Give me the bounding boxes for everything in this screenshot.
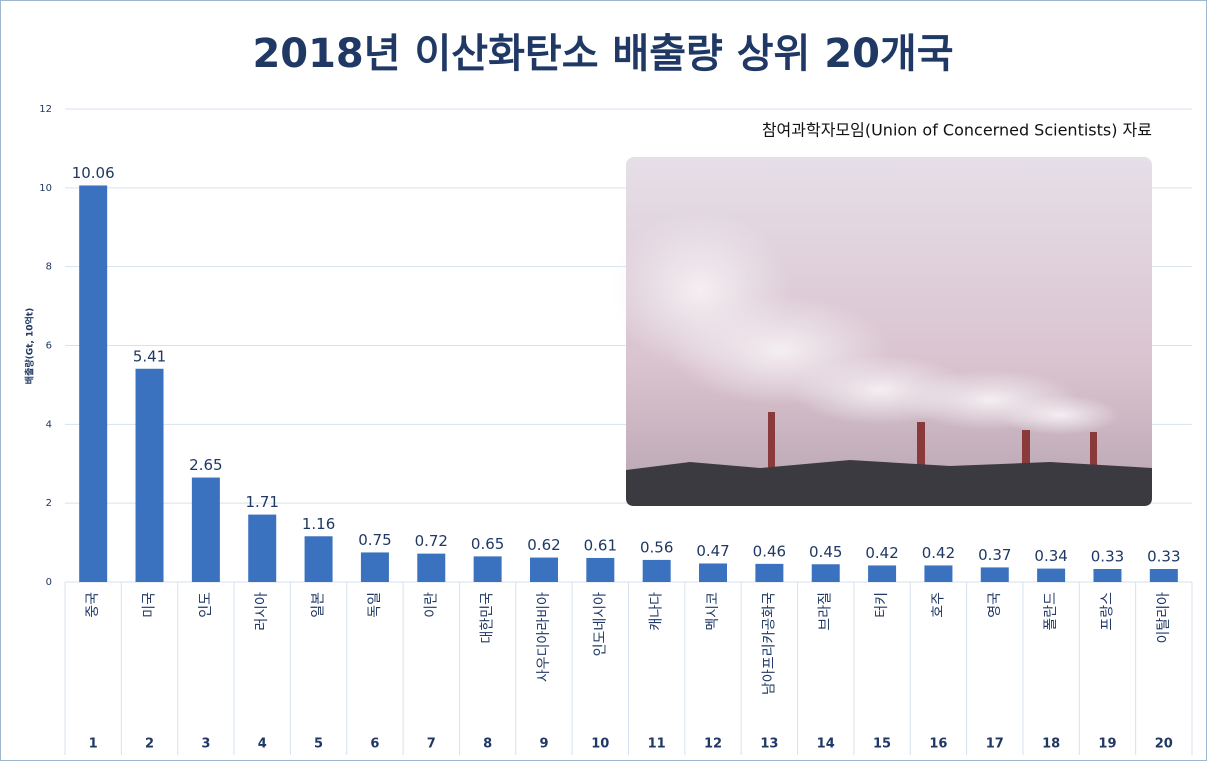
rank-label: 13 [760,737,778,752]
y-tick-label: 4 [46,419,52,430]
y-tick-label: 6 [46,341,52,352]
bar [529,557,558,582]
data-label: 0.42 [865,544,898,562]
x-tick-label: 프랑스 [1099,592,1115,631]
data-label: 0.72 [415,532,448,550]
rank-label: 3 [201,737,210,752]
y-tick-label: 2 [46,498,52,509]
x-tick-label: 남아프리카공화국 [761,592,777,695]
bar [191,477,220,582]
rank-label: 6 [370,737,379,752]
rank-label: 10 [591,737,609,752]
rank-label: 5 [314,737,323,752]
data-label: 0.47 [696,542,729,560]
rank-label: 8 [483,737,492,752]
x-tick-label: 터키 [874,592,890,618]
data-label: 0.34 [1034,547,1067,565]
bar [1149,568,1178,582]
bar [868,565,897,582]
x-tick-label: 미국 [142,592,158,618]
y-tick-label: 0 [46,577,52,588]
rank-label: 1 [89,737,98,752]
x-tick-label: 일본 [311,592,327,618]
data-label: 0.61 [584,536,617,554]
bar [417,553,446,582]
data-label: 0.75 [358,531,391,549]
bar [135,368,164,582]
rank-label: 19 [1098,737,1116,752]
x-tick-label: 중국 [85,592,101,618]
rank-label: 16 [929,737,947,752]
y-axis-label: 배출량(Gt, 10억t) [24,308,36,384]
data-label: 0.46 [753,542,786,560]
bar [642,559,671,582]
bar [360,552,389,582]
data-label: 5.41 [133,347,166,365]
data-label: 0.33 [1147,547,1180,565]
rank-label: 20 [1155,737,1173,752]
x-tick-label: 멕시코 [705,592,721,631]
bar [304,536,333,582]
bar [586,557,615,582]
rank-label: 2 [145,737,154,752]
data-label: 10.06 [72,164,115,182]
x-tick-label: 인도 [198,592,214,618]
bar [248,514,277,582]
x-tick-label: 사우디아라비아 [536,592,552,682]
x-tick-label: 브라질 [818,592,834,631]
data-label: 1.16 [302,515,335,533]
data-label: 0.42 [922,544,955,562]
data-label: 2.65 [189,456,222,474]
x-tick-label: 인도네시아 [592,592,608,657]
bar [811,564,840,582]
y-tick-label: 10 [39,183,52,194]
bar [473,556,502,582]
data-label: 0.45 [809,543,842,561]
rank-label: 17 [986,737,1004,752]
x-tick-label: 러시아 [254,592,270,631]
x-tick-label: 캐나다 [649,592,665,631]
y-tick-label: 8 [46,262,52,273]
data-label: 0.56 [640,538,673,556]
x-tick-label: 독일 [367,592,383,618]
rank-label: 18 [1042,737,1060,752]
x-tick-label: 호주 [930,592,946,618]
rank-label: 7 [427,737,436,752]
y-tick-label: 12 [39,104,52,115]
data-label: 1.71 [246,493,279,511]
rank-label: 14 [817,737,835,752]
bar [980,567,1009,582]
x-tick-label: 영국 [987,592,1003,618]
chart-title: 2018년 이산화탄소 배출량 상위 20개국 [252,31,953,77]
rank-label: 4 [258,737,267,752]
bar [699,563,728,582]
data-label: 0.33 [1091,547,1124,565]
bar [755,563,784,582]
x-tick-label: 대한민국 [480,592,496,644]
rank-label: 15 [873,737,891,752]
bar [924,565,953,582]
subtitle: 참여과학자모임(Union of Concerned Scientists) 자… [762,121,1152,140]
bar [1093,568,1122,582]
bar [1037,568,1066,582]
rank-label: 11 [648,737,666,752]
x-tick-label: 이란 [423,592,439,618]
rank-label: 12 [704,737,722,752]
x-tick-label: 이탈리아 [1156,592,1172,644]
data-label: 0.65 [471,535,504,553]
x-tick-label: 폴란드 [1043,592,1059,631]
photo [610,157,1152,506]
data-label: 0.62 [527,536,560,554]
bar [79,185,108,583]
data-label: 0.37 [978,546,1011,564]
rank-label: 9 [539,737,548,752]
